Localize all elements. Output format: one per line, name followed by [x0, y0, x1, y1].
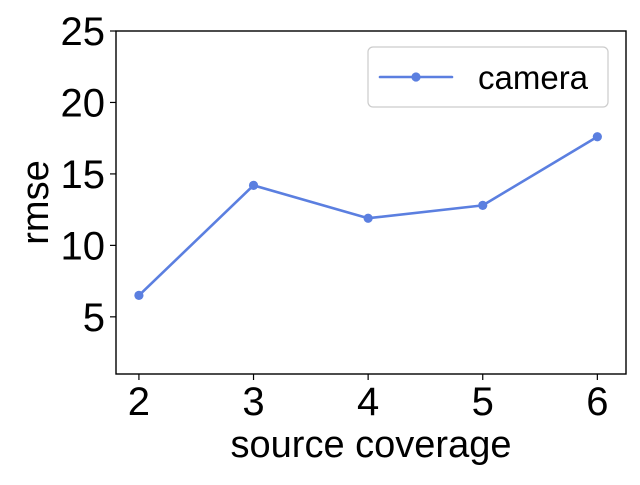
legend: camera [367, 46, 609, 108]
y-tick-label: 25 [61, 10, 106, 54]
data-point [592, 132, 602, 142]
data-point [478, 200, 488, 210]
x-tick-label: 3 [242, 380, 264, 424]
legend-marker-camera [411, 72, 421, 82]
plot-marks [134, 132, 602, 300]
plot-frame [115, 30, 627, 375]
x-tick-label: 2 [128, 380, 150, 424]
y-axis-label: rmse [15, 160, 57, 244]
data-point [134, 290, 144, 300]
y-tick-label: 5 [83, 296, 105, 340]
axes: 2 3 4 5 6 5 10 15 20 25 [61, 10, 627, 424]
x-tick-label: 4 [357, 380, 379, 424]
x-tick-label: 5 [472, 380, 494, 424]
y-tick-label: 20 [61, 81, 106, 125]
data-point [363, 213, 373, 223]
data-point [248, 180, 259, 190]
y-tick-label: 10 [61, 224, 106, 268]
x-axis-label: source coverage [231, 424, 512, 466]
legend-box [367, 46, 609, 108]
legend-label: camera [478, 59, 589, 96]
x-tick-label: 6 [586, 380, 608, 424]
y-tick-label: 15 [61, 153, 106, 197]
